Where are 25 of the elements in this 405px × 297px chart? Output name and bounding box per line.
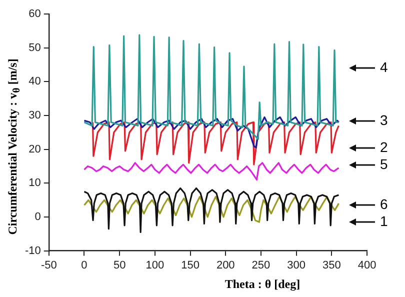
x-tick-label: 100 (146, 259, 164, 272)
y-tick-label: 40 (28, 76, 41, 88)
text: 5 (380, 156, 388, 172)
x-tick-label: 350 (322, 259, 341, 272)
x-tick-label: 50 (113, 259, 126, 272)
x-tick-label: -50 (40, 259, 57, 272)
y-tick-label: 10 (28, 177, 41, 190)
x-tick-label: 0 (81, 259, 88, 272)
x-tick-label: 200 (216, 259, 235, 272)
x-tick-label: 300 (287, 259, 306, 272)
text: 2 (380, 138, 388, 155)
y-tick-label: 0 (34, 211, 41, 224)
text: 1 (380, 213, 388, 230)
y-tick-label: 60 (28, 8, 41, 20)
x-tick-label: 400 (358, 259, 376, 272)
text: 3 (380, 112, 388, 128)
x-axis-title: Theta : θ [deg] (224, 277, 302, 292)
y-tick-label: 30 (28, 110, 41, 122)
y-tick-label: 20 (28, 143, 41, 156)
y-tick-label: 50 (28, 42, 41, 54)
x-tick-label: 250 (252, 259, 270, 272)
x-tick-label: 150 (181, 259, 200, 272)
y-tick-label: -10 (24, 244, 41, 257)
text: 4 (380, 59, 388, 76)
text: 6 (380, 196, 388, 212)
